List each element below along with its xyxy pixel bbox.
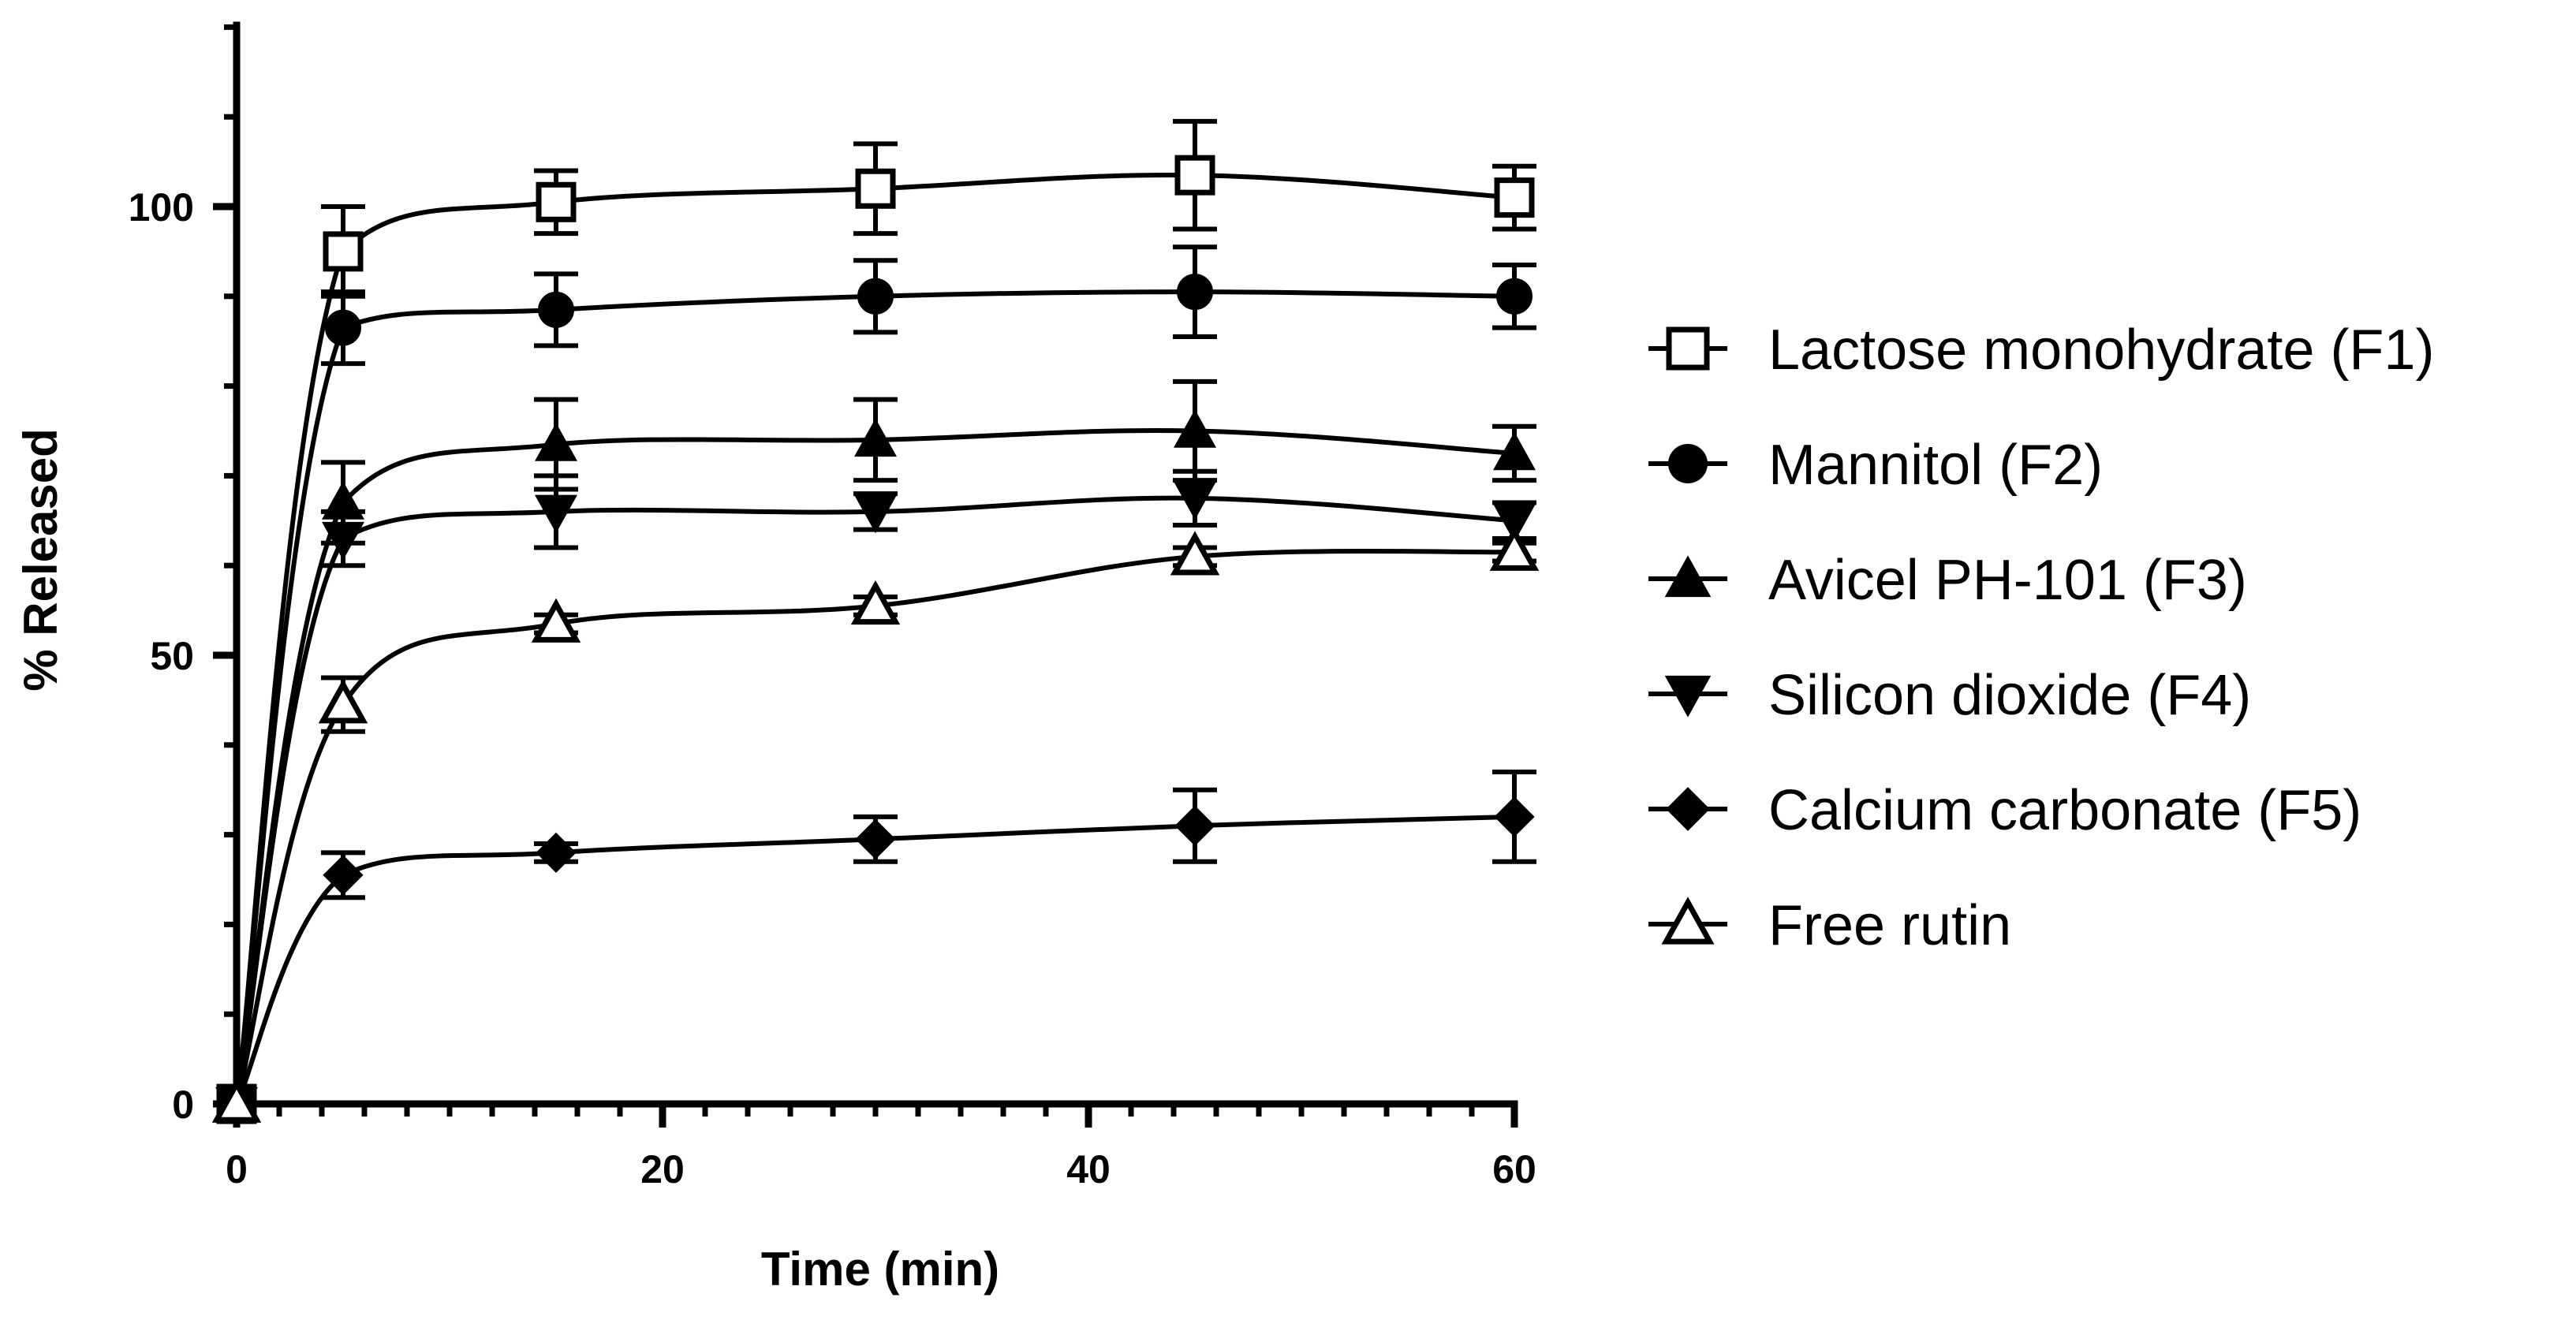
data-point [1493,431,1536,471]
data-point [855,168,896,209]
data-point [531,598,581,643]
y-axis-title: % Released [14,428,67,692]
data-point [322,521,364,561]
data-point [850,580,901,625]
data-point [1661,897,1715,945]
data-point [1664,675,1712,718]
data-point [536,832,577,873]
data-point [318,679,368,724]
legend-label: Free rutin [1768,894,2011,957]
data-point [1666,326,1710,371]
legend-label: Mannitol (F2) [1768,434,2103,497]
legend-item-4: Silicon dioxide (F4) [1648,664,2251,727]
legend-label: Silicon dioxide (F4) [1768,664,2251,727]
legend: Lactose monohydrate (F1) Mannitol (F2) Avi… [1648,319,2434,957]
y-tick-label: 100 [129,185,194,229]
legend-item-5: Calcium carbonate (F5) [1648,779,2361,842]
data-point [1493,504,1536,542]
data-point [1666,787,1710,831]
data-point [854,494,897,534]
series-5 [216,769,1536,1124]
legend-item-2: Mannitol (F2) [1648,434,2103,497]
data-point [1494,177,1535,218]
data-point [1177,274,1213,311]
data-point [211,1078,262,1123]
data-point [1496,278,1533,315]
y-tick-label: 50 [150,634,194,678]
data-point [854,418,897,457]
data-point [325,309,361,346]
data-point [1174,805,1215,846]
data-point [1494,796,1535,837]
series-line [234,495,1515,1105]
data-point [855,818,896,859]
series-line [234,548,1515,1105]
data-point [323,231,364,272]
series-2 [218,244,1536,1122]
legend-label: Avicel PH-101 (F3) [1768,549,2247,612]
data-point [323,855,364,896]
series-6 [211,526,1540,1123]
x-tick-label: 0 [226,1147,248,1191]
series-line [234,427,1515,1105]
x-tick-label: 20 [640,1147,685,1191]
x-tick-label: 60 [1492,1147,1536,1191]
data-point [536,181,577,222]
x-axis: 0 20 40 60 [226,1100,1536,1191]
plot-series [211,118,1540,1126]
x-tick-label: 40 [1066,1147,1111,1191]
data-point [1664,555,1712,598]
data-point [538,291,574,328]
series-line [234,814,1515,1105]
data-point [1170,531,1220,576]
legend-item-1: Lactose monohydrate (F1) [1648,319,2434,382]
y-tick-label: 0 [172,1083,194,1127]
data-point [535,494,577,534]
legend-label: Calcium carbonate (F5) [1768,779,2361,842]
series-4 [215,468,1536,1126]
y-axis: 0 50 100 [129,21,241,1127]
data-point [1668,444,1708,483]
legend-label: Lactose monohydrate (F1) [1768,319,2434,382]
legend-item-3: Avicel PH-101 (F3) [1648,549,2247,612]
series-line [234,289,1515,1105]
x-axis-title: Time (min) [761,1243,999,1296]
data-point [1174,409,1216,448]
data-point [535,423,577,461]
data-point [857,278,894,315]
legend-item-6: Free rutin [1648,894,2011,957]
data-point [1174,481,1216,520]
data-point [1489,526,1540,571]
data-point [1174,155,1215,196]
